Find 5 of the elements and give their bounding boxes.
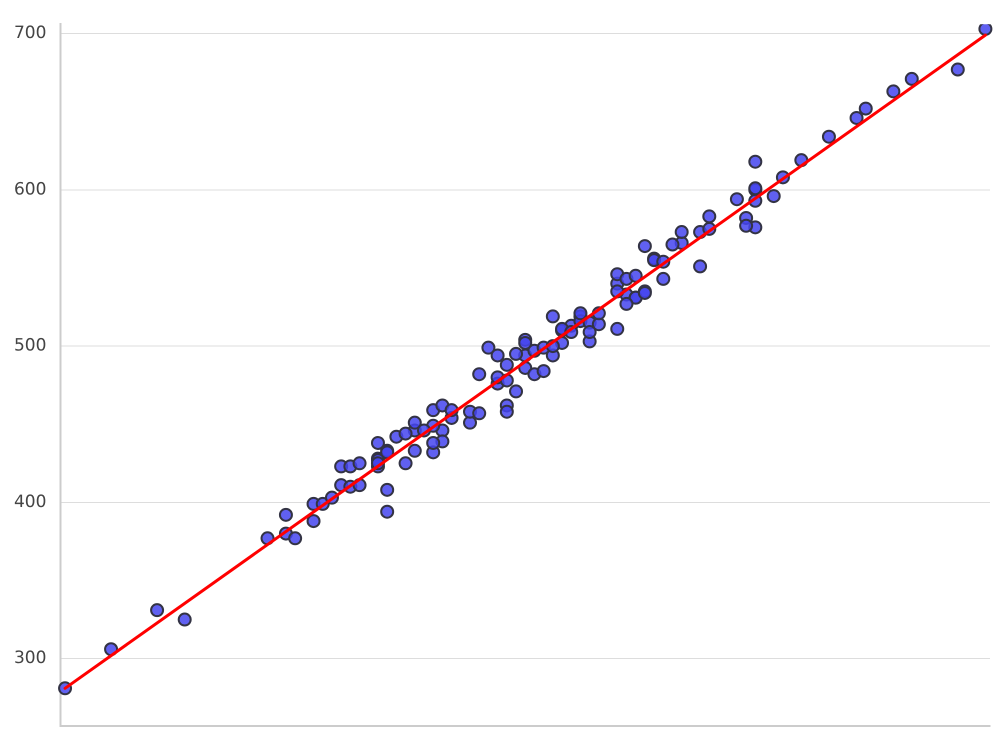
y-tick-label: 400 xyxy=(14,492,46,512)
y-tick-label: 300 xyxy=(14,648,46,668)
y-tick-label: 600 xyxy=(14,179,46,200)
y-tick-label: 500 xyxy=(14,336,46,356)
y-tick-label: 700 xyxy=(14,22,46,43)
